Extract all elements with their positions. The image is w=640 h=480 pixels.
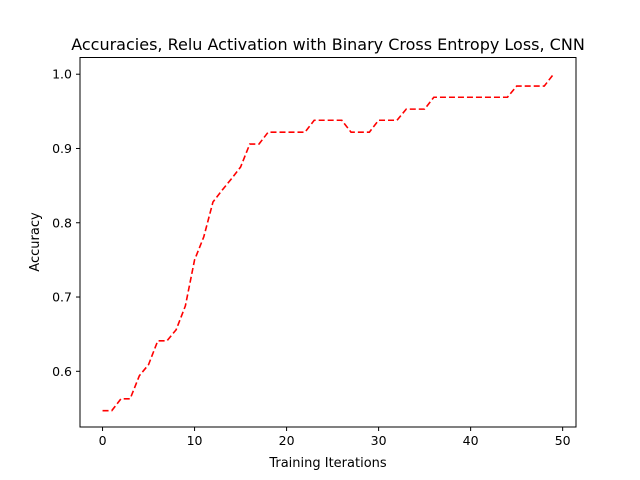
y-axis-label: Accuracy <box>28 212 43 272</box>
y-tick-label: 0.6 <box>52 364 72 379</box>
x-tick-label: 40 <box>463 433 479 448</box>
x-tick-label: 30 <box>371 433 387 448</box>
y-axis: 0.6 0.7 0.8 0.9 1.0 <box>52 67 80 379</box>
chart-title: Accuracies, Relu Activation with Binary … <box>71 35 585 54</box>
y-tick-label: 1.0 <box>52 67 72 82</box>
axes-frame <box>79 57 577 428</box>
plot-area: 0 10 20 30 40 50 0.6 0.7 0.8 0.9 1.0 <box>52 57 577 448</box>
y-tick-label: 0.8 <box>52 215 72 230</box>
x-axis: 0 10 20 30 40 50 <box>99 427 571 448</box>
x-tick-label: 50 <box>555 433 571 448</box>
x-tick-label: 10 <box>187 433 203 448</box>
x-tick-label: 20 <box>279 433 295 448</box>
y-tick-label: 0.7 <box>52 290 72 305</box>
x-tick-label: 0 <box>99 433 107 448</box>
accuracy-series-line <box>102 73 555 412</box>
y-tick-label: 0.9 <box>52 141 72 156</box>
x-axis-label: Training Iterations <box>268 456 387 471</box>
series-layer <box>102 73 555 412</box>
